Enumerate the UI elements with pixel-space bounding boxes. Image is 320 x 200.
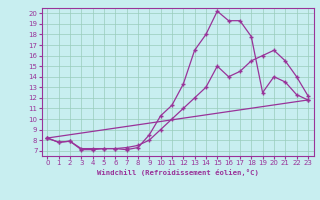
X-axis label: Windchill (Refroidissement éolien,°C): Windchill (Refroidissement éolien,°C) <box>97 169 259 176</box>
